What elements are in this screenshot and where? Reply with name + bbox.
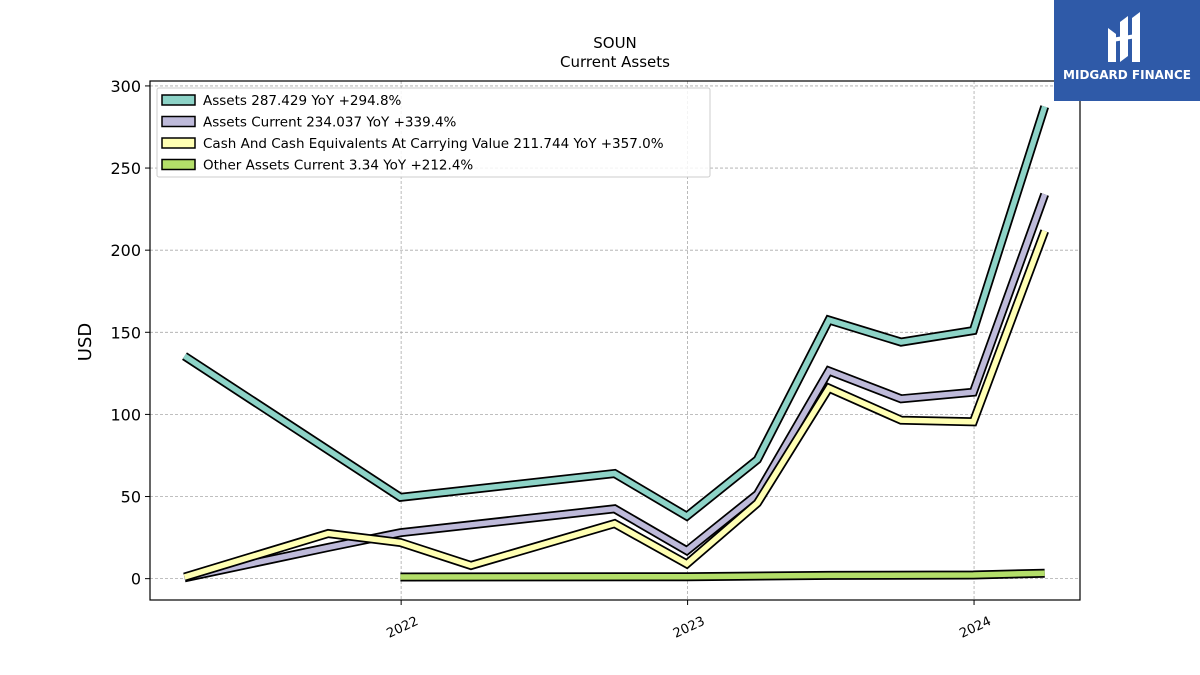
midgard-logo-icon <box>1108 12 1140 62</box>
y-axis-ticks: 0 50 100 150 200 250 300 <box>110 77 150 589</box>
series-line-0 <box>182 105 1049 522</box>
brand-name: MIDGARD FINANCE <box>1063 68 1191 82</box>
x-tick-label: 2024 <box>957 614 993 642</box>
y-tick-label: 250 <box>110 159 141 178</box>
legend-label: Cash And Cash Equivalents At Carrying Va… <box>203 136 664 152</box>
y-tick-label: 50 <box>121 488 141 507</box>
x-tick-label: 2023 <box>671 614 707 642</box>
legend-swatch <box>161 137 196 149</box>
x-axis-ticks: 2022 2023 2024 <box>384 600 994 642</box>
legend-swatch <box>161 158 196 171</box>
legend-box <box>156 87 711 178</box>
series-lines <box>182 105 1049 583</box>
y-tick-label: 100 <box>110 405 141 424</box>
x-tick-label: 2022 <box>384 614 420 642</box>
brand-logo: MIDGARD FINANCE <box>1054 0 1200 101</box>
chart-subtitle: Current Assets <box>560 53 670 71</box>
y-tick-label: 150 <box>110 323 141 342</box>
legend: Assets 287.429 YoY +294.8% Assets Current… <box>156 87 711 178</box>
series-line-3 <box>400 568 1045 582</box>
legend-swatch <box>161 115 196 128</box>
series-stroke <box>400 570 1045 580</box>
legend-label: Assets Current 234.037 YoY +339.4% <box>203 115 457 131</box>
y-tick-label: 300 <box>110 77 141 96</box>
y-tick-label: 0 <box>131 570 141 589</box>
y-tick-label: 200 <box>110 241 141 260</box>
plot-frame <box>149 80 1081 601</box>
y-axis-label: USD <box>75 323 96 361</box>
chart-title: SOUN <box>593 34 637 52</box>
series-stroke <box>182 105 1048 520</box>
legend-label: Assets 287.429 YoY +294.8% <box>203 93 402 109</box>
legend-swatch <box>161 94 196 106</box>
legend-label: Other Assets Current 3.34 YoY +212.4% <box>203 158 473 174</box>
series-stroke <box>183 230 1048 580</box>
series-line-2 <box>183 229 1049 582</box>
